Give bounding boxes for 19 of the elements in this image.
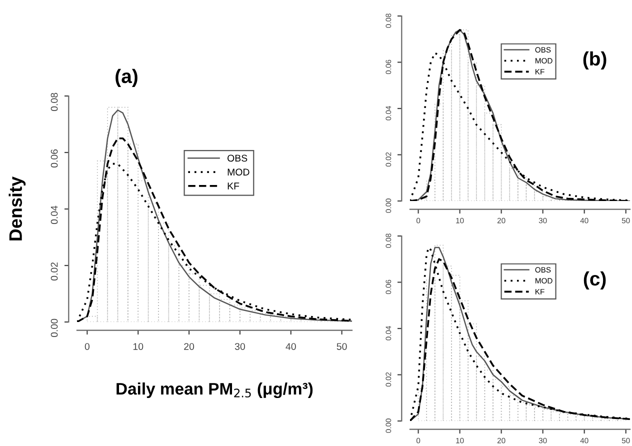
legend-label: MOD [228, 168, 250, 176]
x-axis-title: Daily mean PM$_{2.5}$ (μg/m³) [116, 382, 313, 398]
text: (c) [584, 271, 606, 290]
y-tick-label: 0.00 [50, 318, 58, 338]
x-tick-label: 30 [234, 343, 245, 350]
x-tick-label: 10 [133, 343, 144, 350]
legend-label: OBS [228, 154, 248, 162]
y-tick-label: 0.06 [50, 149, 58, 168]
x-tick-label: 50 [336, 343, 347, 350]
y-axis-title: Density [8, 176, 26, 240]
y-tick-label: 0.02 [50, 262, 58, 281]
y-tick-label: 0.08 [50, 92, 58, 112]
x-tick-label: 20 [184, 343, 194, 350]
x-tick-label: 40 [286, 343, 296, 350]
y-tick-label: 0.04 [50, 206, 58, 224]
text: (b) [583, 51, 606, 70]
chart-title: (a) [116, 68, 138, 87]
x-tick-label: 0 [84, 343, 90, 350]
legend-label: KF [228, 182, 240, 190]
